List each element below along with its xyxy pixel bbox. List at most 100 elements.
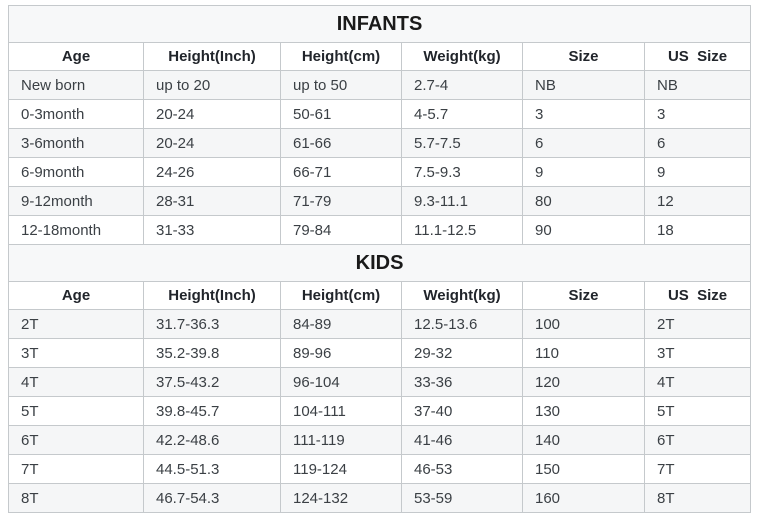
section-title-infants: INFANTS (7, 5, 752, 43)
column-header: Height(Inch) (143, 42, 281, 71)
table-cell: 90 (522, 215, 645, 245)
table-row: 7T 44.5-51.3 119-124 46-53 150 7T (8, 454, 752, 484)
table-cell: 12.5-13.6 (401, 309, 523, 339)
table-cell: 6 (643, 128, 752, 158)
table-cell: 4-5.7 (401, 99, 523, 129)
table-cell: NB (522, 70, 645, 100)
section-title-row: KIDS (7, 244, 752, 282)
header-row: Age Height(Inch) Height(cm) Weight(kg) Size U… (8, 281, 752, 310)
table-cell: 31.7-36.3 (143, 309, 281, 339)
table-row: 0-3month 20-24 50-61 4-5.7 3 3 (8, 99, 752, 129)
table-row: 3-6month 20-24 61-66 5.7-7.5 6 6 (8, 128, 752, 158)
table-cell: 9 (522, 157, 645, 187)
infants-rows: New born up to 20 up to 50 2.7-4 NB NB 0-3mont… (8, 70, 752, 245)
table-cell: 61-66 (280, 128, 402, 158)
table-cell: 4T (8, 367, 144, 397)
table-cell: 9 (643, 157, 752, 187)
column-header: US Size (643, 281, 752, 310)
table-cell: 37.5-43.2 (143, 367, 281, 397)
table-row: 9-12month 28-31 71-79 9.3-11.1 80 12 (8, 186, 752, 216)
header-row: Age Height(Inch) Height(cm) Weight(kg) Size U… (8, 42, 752, 71)
column-header: Age (8, 42, 144, 71)
table-row: New born up to 20 up to 50 2.7-4 NB NB (8, 70, 752, 100)
table-cell: 29-32 (401, 338, 523, 368)
table-cell: 3T (643, 338, 752, 368)
table-row: 4T 37.5-43.2 96-104 33-36 120 4T (8, 367, 752, 397)
table-cell: 66-71 (280, 157, 402, 187)
table-cell: 0-3month (8, 99, 144, 129)
table-cell: 12 (643, 186, 752, 216)
table-cell: 9.3-11.1 (401, 186, 523, 216)
table-cell: 50-61 (280, 99, 402, 129)
table-cell: 28-31 (143, 186, 281, 216)
table-cell: 6-9month (8, 157, 144, 187)
table-cell: 24-26 (143, 157, 281, 187)
table-cell: 31-33 (143, 215, 281, 245)
column-header: Height(cm) (280, 42, 402, 71)
table-cell: 8T (643, 483, 752, 513)
table-cell: 100 (522, 309, 645, 339)
table-cell: 80 (522, 186, 645, 216)
column-header: Weight(kg) (401, 281, 523, 310)
table-cell: 3T (8, 338, 144, 368)
table-cell: 7T (8, 454, 144, 484)
table-cell: 6 (522, 128, 645, 158)
table-cell: up to 20 (143, 70, 281, 100)
column-header: Age (8, 281, 144, 310)
table-cell: 8T (8, 483, 144, 513)
table-row: 6T 42.2-48.6 111-119 41-46 140 6T (8, 425, 752, 455)
table-row: 3T 35.2-39.8 89-96 29-32 110 3T (8, 338, 752, 368)
table-row: 6-9month 24-26 66-71 7.5-9.3 9 9 (8, 157, 752, 187)
table-cell: 150 (522, 454, 645, 484)
table-cell: 4T (643, 367, 752, 397)
table-cell: 2.7-4 (401, 70, 523, 100)
table-cell: 42.2-48.6 (143, 425, 281, 455)
table-cell: 120 (522, 367, 645, 397)
table-cell: 160 (522, 483, 645, 513)
table-cell: 18 (643, 215, 752, 245)
table-cell: 37-40 (401, 396, 523, 426)
table-row: 5T 39.8-45.7 104-111 37-40 130 5T (8, 396, 752, 426)
table-cell: New born (8, 70, 144, 100)
infants-section: INFANTS Age Height(Inch) Height(cm) Weight(… (7, 5, 752, 71)
table-cell: 140 (522, 425, 645, 455)
table-cell: 96-104 (280, 367, 402, 397)
table-cell: NB (643, 70, 752, 100)
table-cell: up to 50 (280, 70, 402, 100)
table-cell: 44.5-51.3 (143, 454, 281, 484)
size-chart: INFANTS Age Height(Inch) Height(cm) Weight(… (7, 5, 752, 513)
table-cell: 71-79 (280, 186, 402, 216)
table-row: 12-18month 31-33 79-84 11.1-12.5 90 18 (8, 215, 752, 245)
table-cell: 3 (522, 99, 645, 129)
table-cell: 119-124 (280, 454, 402, 484)
column-header: US Size (643, 42, 752, 71)
column-header: Size (522, 281, 645, 310)
table-cell: 41-46 (401, 425, 523, 455)
table-cell: 11.1-12.5 (401, 215, 523, 245)
table-cell: 7.5-9.3 (401, 157, 523, 187)
table-cell: 2T (8, 309, 144, 339)
table-cell: 9-12month (8, 186, 144, 216)
kids-rows: 2T 31.7-36.3 84-89 12.5-13.6 100 2T 3T 35.2-39.… (8, 309, 752, 513)
size-chart-table: INFANTS Age Height(Inch) Height(cm) Weight(… (7, 5, 752, 513)
table-cell: 39.8-45.7 (143, 396, 281, 426)
column-header: Height(Inch) (143, 281, 281, 310)
section-title-row: INFANTS (7, 5, 752, 43)
table-cell: 46-53 (401, 454, 523, 484)
table-cell: 130 (522, 396, 645, 426)
table-cell: 2T (643, 309, 752, 339)
table-cell: 35.2-39.8 (143, 338, 281, 368)
table-cell: 53-59 (401, 483, 523, 513)
table-cell: 84-89 (280, 309, 402, 339)
table-cell: 46.7-54.3 (143, 483, 281, 513)
table-cell: 6T (643, 425, 752, 455)
table-cell: 6T (8, 425, 144, 455)
table-cell: 12-18month (8, 215, 144, 245)
table-row: 2T 31.7-36.3 84-89 12.5-13.6 100 2T (8, 309, 752, 339)
column-header: Weight(kg) (401, 42, 523, 71)
section-title-kids: KIDS (7, 244, 752, 282)
column-header: Size (522, 42, 645, 71)
table-cell: 111-119 (280, 425, 402, 455)
table-row: 8T 46.7-54.3 124-132 53-59 160 8T (8, 483, 752, 513)
table-cell: 7T (643, 454, 752, 484)
